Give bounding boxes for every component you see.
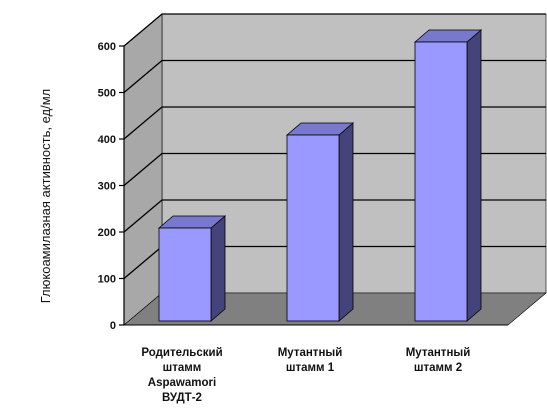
bar-side — [210, 215, 226, 322]
y-tick-label: 400 — [98, 134, 116, 146]
category-label: Мутантный штамм 1 — [278, 347, 343, 374]
y-tick-label: 500 — [98, 88, 116, 100]
bar-front — [158, 227, 212, 322]
bar-side — [338, 122, 354, 322]
value-axis: 0 100 200 300 400 500 600 — [98, 41, 508, 332]
category-label: Мутантный штамм 2 — [406, 347, 471, 374]
y-tick-label: 300 — [98, 181, 116, 193]
category-label: Родительский штамм Aspawamori ВУДТ-2 — [141, 347, 222, 404]
bars — [157, 29, 483, 322]
bar-front — [286, 134, 340, 322]
gridline — [123, 13, 546, 47]
y-tick-label: 200 — [98, 227, 116, 239]
bar-front — [414, 41, 468, 322]
y-tick-label: 0 — [110, 320, 116, 332]
bar — [413, 29, 483, 322]
bar — [285, 122, 355, 322]
y-tick-label: 600 — [98, 41, 116, 53]
y-tick-label: 100 — [98, 274, 116, 286]
bar — [157, 215, 227, 322]
bar-side — [466, 29, 482, 322]
y-axis-title: Глюкоамилазная активность, ед/мл — [38, 89, 53, 304]
category-labels: Родительский штамм Aspawamori ВУДТ-2 Мутантн… — [141, 347, 470, 404]
